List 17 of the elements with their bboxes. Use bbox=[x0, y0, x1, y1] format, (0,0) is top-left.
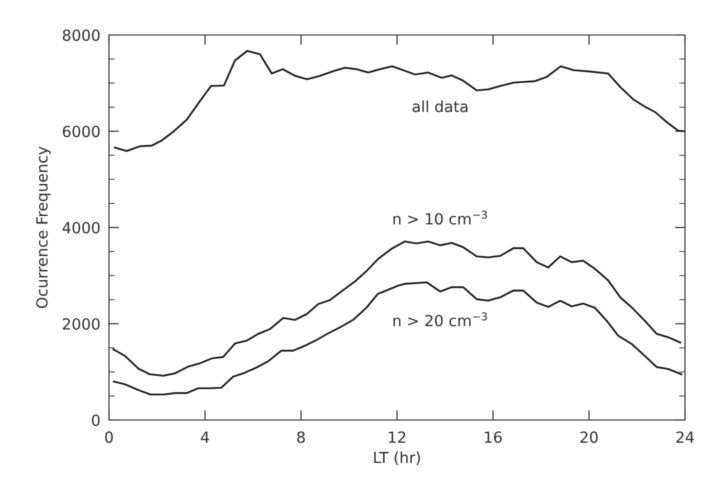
y-tick-label: 8000 bbox=[62, 29, 100, 42]
y-tick-label: 4000 bbox=[62, 222, 100, 234]
series-label: n > 20 cm$^{−3}$ bbox=[393, 312, 487, 326]
y-axis-title: Ocurrence Frequency bbox=[36, 146, 51, 308]
x-axis-title: LT (hr) bbox=[374, 451, 420, 466]
x-tick-label: 20 bbox=[580, 431, 598, 443]
x-tick-label: 24 bbox=[676, 431, 694, 443]
x-tick-label: 8 bbox=[297, 431, 305, 443]
series-label: n > 10 cm$^{−3}$ bbox=[393, 210, 487, 225]
y-tick-label: 6000 bbox=[62, 126, 100, 138]
x-tick-label: 16 bbox=[484, 431, 502, 443]
y-tick-label: 0 bbox=[92, 414, 100, 426]
series-label: all data bbox=[412, 100, 468, 112]
x-tick-label: 12 bbox=[388, 431, 406, 443]
y-tick-label: 2000 bbox=[62, 318, 100, 330]
x-tick-label: 4 bbox=[200, 432, 210, 443]
x-tick-label: 0 bbox=[105, 431, 113, 443]
